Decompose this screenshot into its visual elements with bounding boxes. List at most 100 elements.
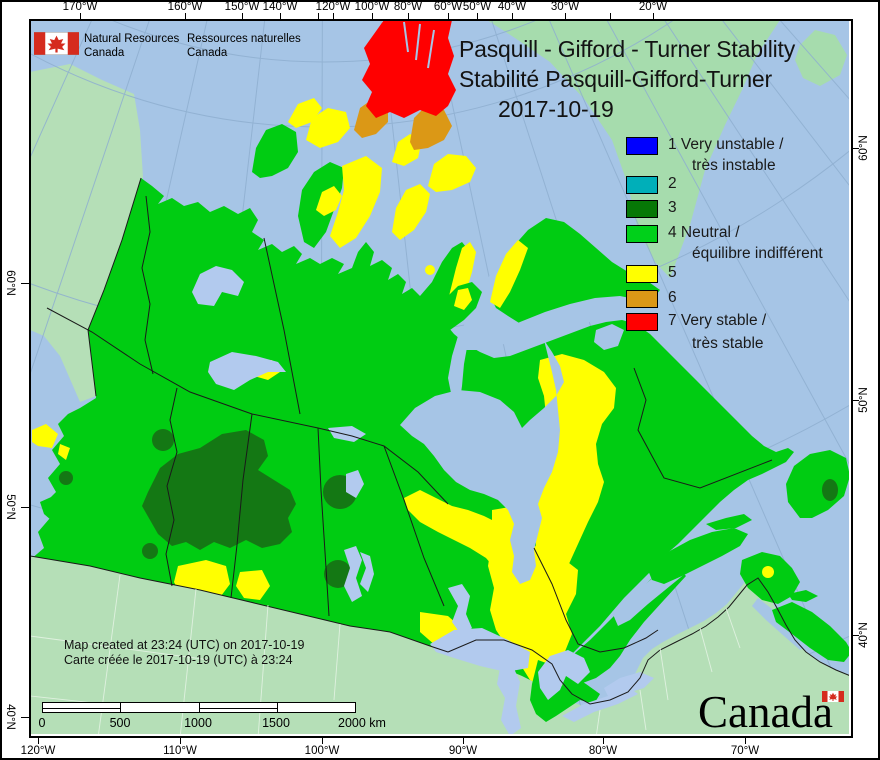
- lake-winnipegosis: [360, 552, 374, 592]
- legend-swatch-2: [626, 176, 658, 194]
- graticule-label-top: 140°W: [262, 1, 298, 13]
- great-bear-lake: [192, 266, 244, 306]
- scale-segment: [199, 703, 278, 712]
- roes-welcome-sound: [448, 336, 468, 400]
- map-date: 2017-10-19: [498, 96, 614, 122]
- pei: [788, 590, 818, 602]
- credit-line-en: Map created at 23:24 (UTC) on 2017-10-19: [64, 638, 305, 652]
- banks-island: [252, 124, 298, 178]
- hudson-strait: [500, 296, 652, 350]
- graticule-label-top: 60°W: [433, 1, 463, 13]
- nova-scotia: [772, 602, 849, 662]
- foxe-islands: [454, 288, 472, 310]
- graticule-label-top: 120°W: [315, 1, 351, 13]
- map-title-fr: Stabilité Pasquill-Gifford-Turner: [459, 66, 772, 92]
- graticule-label-left: 60°N: [4, 270, 16, 296]
- yukon-nwt-border: [141, 195, 154, 375]
- graticule-label-top: 50°W: [462, 1, 492, 13]
- victoria-island-east: [330, 156, 382, 248]
- iceland: [795, 30, 847, 86]
- graticule-tick-right: [851, 147, 859, 150]
- alaska-yukon-border: [87, 177, 142, 397]
- nf-class3-spot: [822, 479, 838, 501]
- lake-superior: [430, 628, 530, 672]
- scale-label: 500: [109, 716, 131, 730]
- graticule-tick-top: [317, 13, 320, 20]
- nwt-nunavut-border: [263, 237, 301, 415]
- graticule-tick-top: [511, 13, 514, 20]
- map-frame: [29, 19, 853, 738]
- graticule-tick-top: [184, 13, 187, 20]
- graticule-label-bottom: 90°W: [448, 745, 478, 757]
- wordmark-flag-icon: [822, 691, 844, 702]
- haida-gwaii: [32, 424, 58, 448]
- legend-swatch-1: [626, 137, 658, 155]
- legend-label-1: 1 Very unstable /: [668, 136, 784, 153]
- lake-ontario: [604, 672, 654, 696]
- map-title-en: Pasquill - Gifford - Turner Stability: [459, 36, 796, 62]
- graticule-label-top: 100°W: [354, 1, 390, 13]
- fjords: [403, 21, 435, 69]
- graticule-tick-bottom: [462, 736, 465, 744]
- graticule-tick-bottom: [602, 736, 605, 744]
- org-name-fr-1: Ressources naturelles: [187, 33, 301, 45]
- graticule-tick-bottom: [321, 736, 324, 744]
- king-william-island: [425, 265, 435, 275]
- graticule-tick-top: [447, 13, 450, 20]
- graticule-label-bottom: 110°W: [163, 745, 197, 757]
- bc-coast-fringe: [58, 444, 70, 460]
- graticule-tick-right: [851, 634, 859, 637]
- lake-athabasca: [328, 426, 366, 442]
- nb-yellow-spot: [762, 566, 774, 578]
- graticule-tick-top: [79, 13, 82, 20]
- us-border-east: [447, 577, 849, 705]
- graticule-tick-top: [609, 13, 612, 20]
- graticule-label-right: 60°N: [858, 135, 870, 161]
- ungava-bay: [594, 324, 624, 350]
- graticule-label-left: 40°N: [4, 704, 16, 730]
- stability-class3-regions: [59, 429, 672, 588]
- scale-label: 0: [38, 716, 46, 730]
- melville-island: [306, 108, 350, 148]
- scale-label: 1000: [184, 716, 212, 730]
- lake-michigan: [497, 664, 521, 734]
- org-name-en-2: Canada: [84, 47, 125, 59]
- parallel-60n-border: [46, 307, 449, 505]
- graticule-tick-top: [241, 13, 244, 20]
- foreign-land: [31, 64, 143, 402]
- canada-wordmark: Canada: [698, 687, 833, 737]
- devon-island: [428, 154, 476, 192]
- sask-manitoba-border: [317, 427, 330, 617]
- maple-leaf-icon: [47, 35, 66, 53]
- graticule-tick-top: [652, 13, 655, 20]
- legend-label-2: 2: [668, 175, 677, 192]
- legend-swatch-4: [626, 225, 658, 243]
- somerset-island: [392, 184, 430, 240]
- scale-bar: [42, 702, 356, 713]
- graticule-tick-top: [476, 13, 479, 20]
- graticule-tick-left: [21, 506, 29, 509]
- graticule-tick-bottom: [744, 736, 747, 744]
- graticule-label-top: 170°W: [62, 1, 98, 13]
- quebec-labrador-border: [633, 367, 773, 489]
- usa: [31, 556, 849, 734]
- borders: [31, 177, 849, 705]
- bc-alberta-border: [165, 387, 178, 587]
- scale-segment: [121, 703, 200, 712]
- ontario-quebec-border: [533, 547, 659, 653]
- graticule-label-top: 30°W: [550, 1, 580, 13]
- lake-huron: [538, 650, 590, 700]
- graticule-tick-top: [332, 13, 335, 20]
- scale-segment: [43, 703, 122, 712]
- graticule-label-top: 80°W: [393, 1, 423, 13]
- graticule-label-bottom: 70°W: [730, 745, 760, 757]
- new-brunswick: [740, 552, 800, 604]
- legend-label-1b: très instable: [692, 157, 776, 174]
- legend-swatch-5: [626, 265, 658, 283]
- graticule-label-left: 50°N: [4, 494, 16, 520]
- alaska: [31, 64, 143, 402]
- yellow-prairie-2: [236, 570, 270, 600]
- graticule-label-bottom: 120°W: [20, 745, 56, 757]
